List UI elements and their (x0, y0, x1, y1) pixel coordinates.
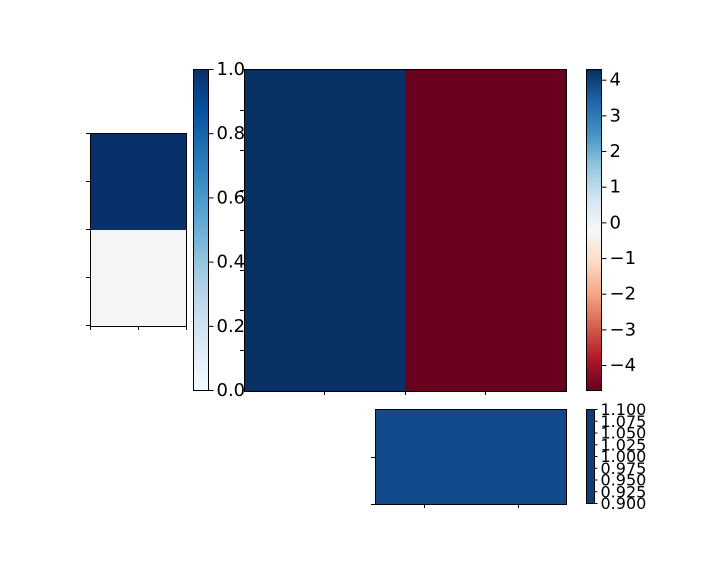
main-heatmap-colorbar-tick-label: 4 (610, 70, 621, 91)
left-row-heatmap-colorbar-tick-label: 0.8 (217, 123, 246, 144)
bottom-colorbar: 0.9000.9250.9500.9751.0001.0251.0501.075… (586, 400, 647, 513)
main-y-ticks (240, 110, 244, 351)
main-heatmap-cell (405, 69, 567, 392)
main-heatmap-colorbar-tick-label: −1 (610, 248, 637, 269)
left-row-heatmap-colorbar-tick-label: 0.0 (217, 380, 246, 401)
main-heatmap-colorbar-tick-label: 3 (610, 105, 621, 126)
bottom-col-heatmap-colorbar-tick-label: 1.025 (601, 435, 647, 454)
bottom-col-heatmap-colorbar-tick-label: 1.075 (601, 412, 647, 431)
main-heatmap-colorbar-tick-label: 1 (610, 177, 621, 198)
bottom-col-heatmap-colorbar-tick-label: 0.900 (601, 494, 647, 513)
main-heatmap-colorbar-tick-label: 0 (610, 212, 621, 233)
bottom-col-heatmap-colorbar-tick-label: 1.100 (601, 400, 647, 419)
main-heatmap-colorbar-tick-label: −4 (610, 355, 637, 376)
left-row-heatmap-cell (90, 230, 187, 327)
left-row-heatmap-cell (90, 133, 187, 230)
main-heatmap (240, 69, 567, 395)
bottom-col-heatmap (371, 409, 567, 508)
left-colorbar: 0.0 0.2 0.4 0.6 0.8 1.0 (193, 59, 246, 401)
left-colorbar-gradient (193, 69, 209, 391)
bottom-col-heatmap-colorbar-tick-label: 0.975 (601, 459, 647, 478)
bottom-col-heatmap-colorbar-tick-label: 0.950 (601, 471, 647, 490)
main-heatmap-colorbar-tick-label: −2 (610, 284, 637, 305)
bottom-heatmap-frame (375, 409, 567, 505)
bottom-col-heatmap-cell (375, 409, 567, 505)
main-heatmap-colorbar-tick-label: −3 (610, 319, 637, 340)
left-heatmap-ticks (86, 133, 187, 330)
bottom-colorbar-gradient (586, 409, 595, 504)
left-row-heatmap-colorbar-tick-label: 0.2 (217, 316, 246, 337)
main-colorbar: −4 −3 −2 −1 0 1 2 3 4 (586, 69, 637, 391)
left-row-heatmap-colorbar-tick-label: 0.6 (217, 187, 246, 208)
bottom-col-heatmap-colorbar-tick-label: 1.000 (601, 447, 647, 466)
main-x-ticks (324, 391, 486, 395)
left-row-heatmap-colorbar-tick-label: 1.0 (217, 59, 246, 80)
bottom-heatmap-ticks (371, 457, 519, 508)
left-row-heatmap-colorbar-tick-label: 0.4 (217, 252, 246, 273)
main-colorbar-gradient (586, 69, 602, 391)
left-row-heatmap (86, 133, 187, 330)
bottom-col-heatmap-colorbar-tick-label: 0.925 (601, 482, 647, 501)
main-heatmap-cell (244, 69, 406, 392)
bottom-col-heatmap-colorbar-tick-label: 1.050 (601, 424, 647, 443)
main-heatmap-colorbar-tick-label: 2 (610, 141, 621, 162)
